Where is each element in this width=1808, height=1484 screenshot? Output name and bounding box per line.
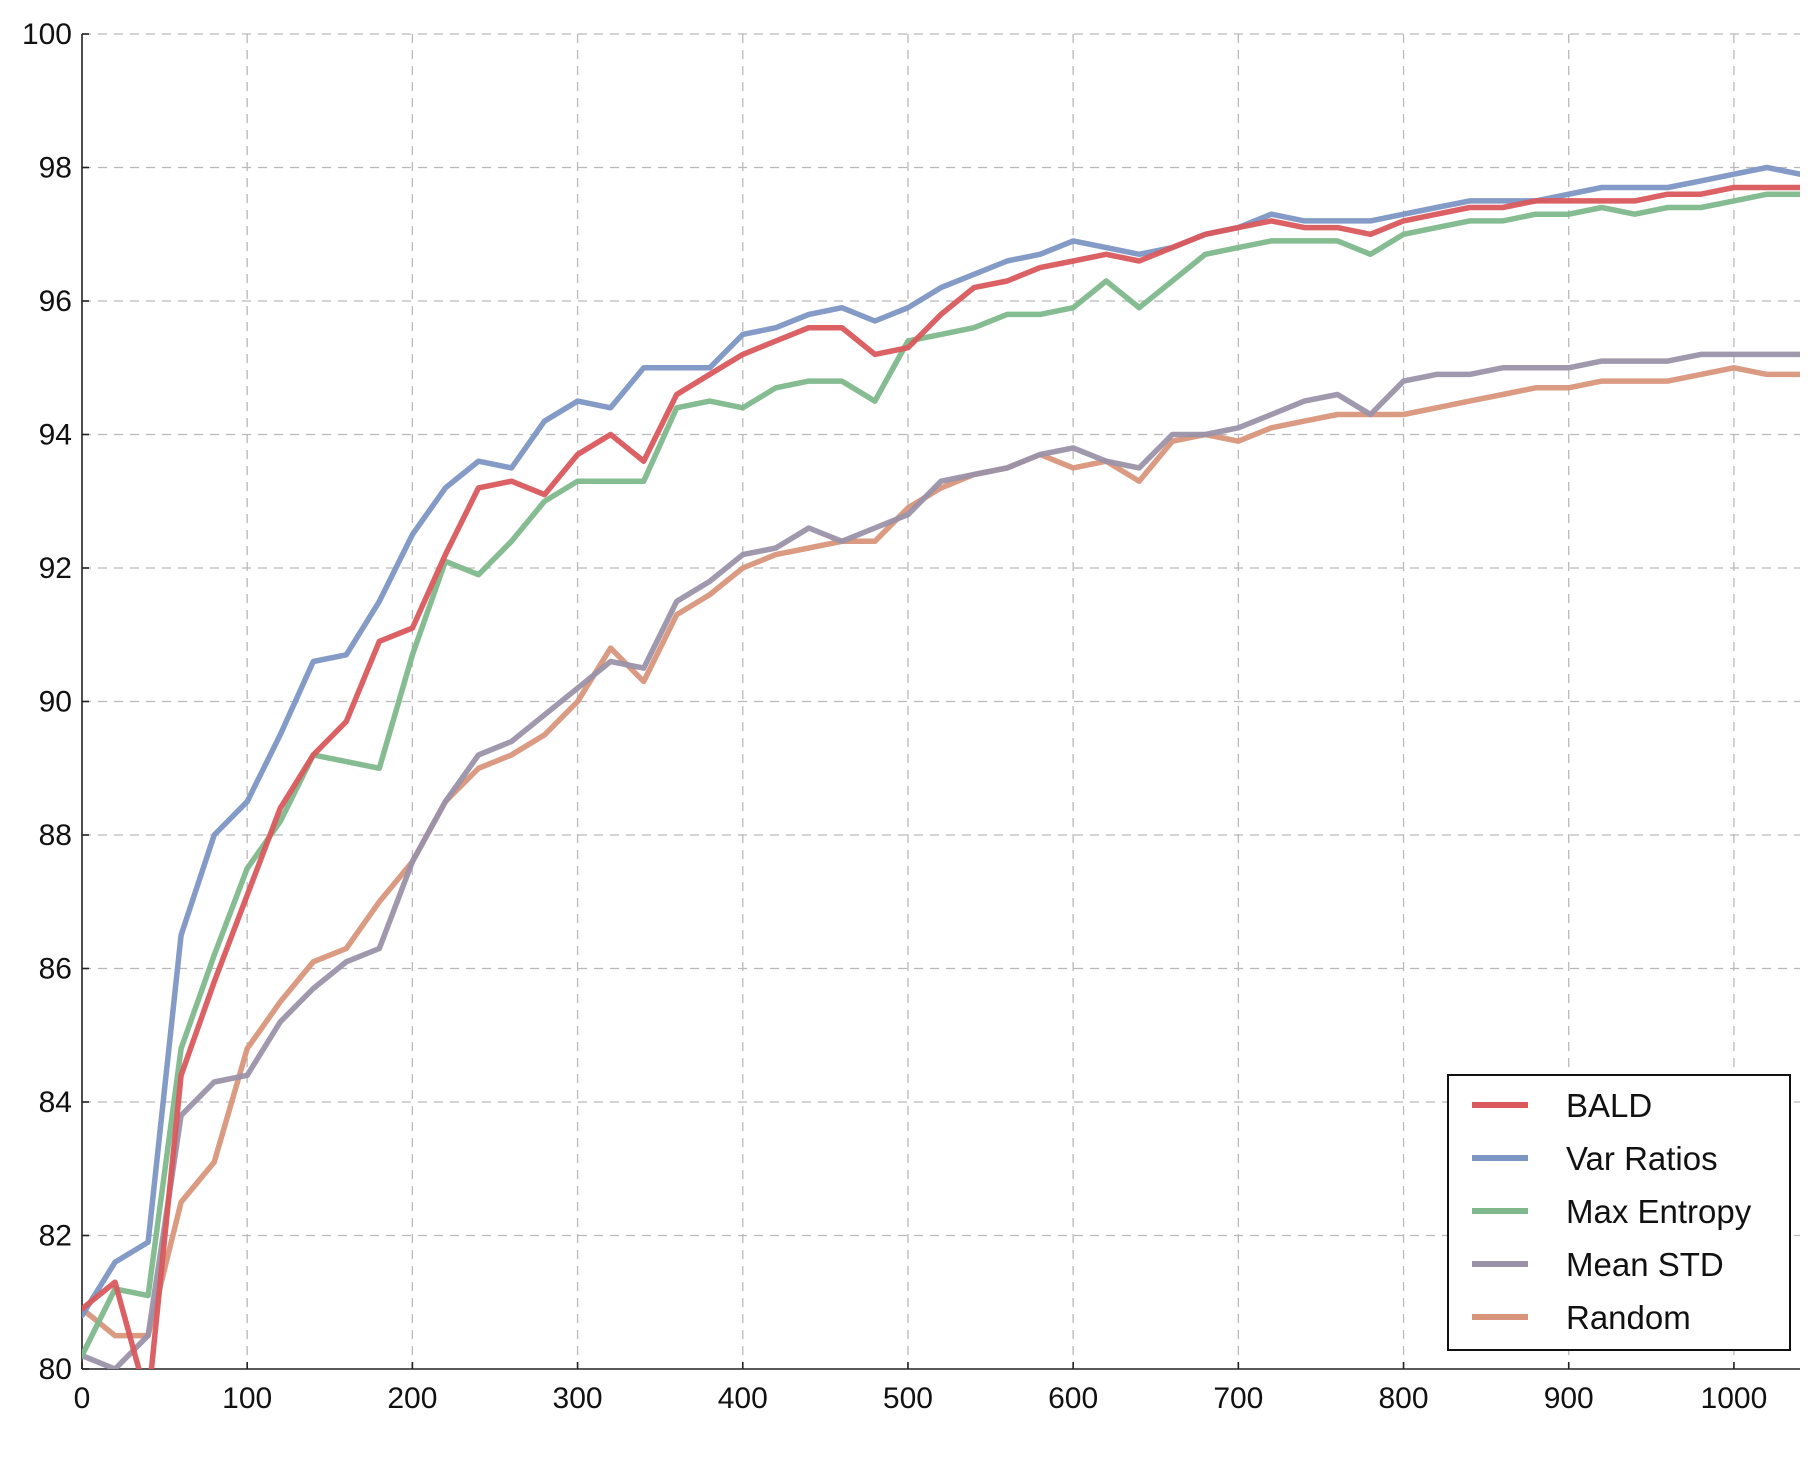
x-tick-label: 800	[1379, 1382, 1429, 1415]
y-tick-label: 92	[39, 552, 72, 585]
series-line-max-entropy	[82, 191, 1800, 1359]
x-tick-label: 200	[387, 1382, 437, 1415]
x-tick-label: 700	[1213, 1382, 1263, 1415]
series-line-var-ratios	[82, 164, 1800, 1319]
y-tick-label: 82	[39, 1220, 72, 1253]
legend: BALD Var Ratios Max Entropy Mean STD Random	[1447, 1074, 1791, 1351]
y-tick-label: 90	[39, 686, 72, 719]
axes	[81, 33, 1800, 1370]
y-tick-label: 86	[39, 953, 72, 986]
legend-label-random: Random	[1566, 1299, 1691, 1336]
legend-label-var-ratios: Var Ratios	[1566, 1140, 1718, 1177]
x-tick-label: 100	[222, 1382, 272, 1415]
series-line-mean-std	[82, 351, 1800, 1369]
y-tick-label: 98	[39, 152, 72, 185]
legend-label-bald: BALD	[1566, 1087, 1652, 1124]
y-tick-label: 80	[39, 1353, 72, 1386]
series-lines	[82, 164, 1800, 1369]
x-tick-label: 500	[883, 1382, 933, 1415]
y-tick-label: 100	[22, 18, 72, 51]
series-line-random	[82, 365, 1800, 1339]
x-tick-label: 1000	[1701, 1382, 1768, 1415]
legend-label-mean-std: Mean STD	[1566, 1246, 1724, 1283]
y-tick-label: 96	[39, 285, 72, 318]
y-tick-label: 84	[39, 1086, 72, 1119]
x-tick-label: 900	[1544, 1382, 1594, 1415]
tick-labels: 0 100 200 300 400 500 600 700 800 900 1000 80 82 84 86…	[22, 18, 1767, 1415]
y-tick-label: 94	[39, 419, 72, 452]
series-line-bald	[82, 184, 1800, 1369]
y-tick-label: 88	[39, 819, 72, 852]
x-tick-label: 600	[1048, 1382, 1098, 1415]
x-tick-label: 400	[718, 1382, 768, 1415]
legend-label-max-entropy: Max Entropy	[1566, 1193, 1752, 1230]
x-tick-label: 0	[74, 1382, 91, 1415]
x-tick-label: 300	[553, 1382, 603, 1415]
